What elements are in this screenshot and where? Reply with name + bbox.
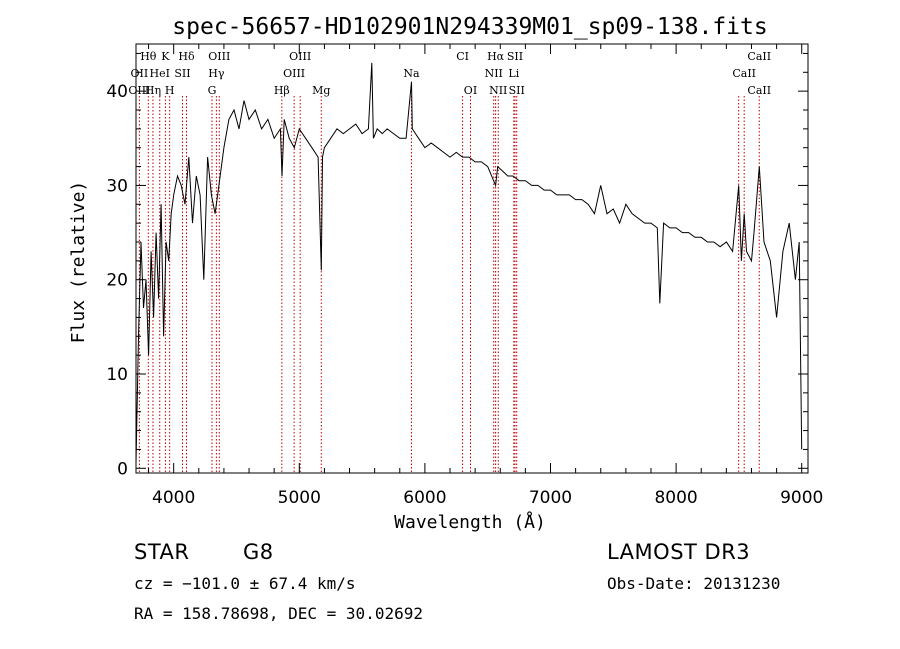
y-tick-label: 40 — [106, 82, 128, 102]
emission-line-label: Hβ — [274, 84, 290, 97]
emission-line-label: OII — [131, 67, 149, 80]
emission-line-label: K — [161, 50, 170, 63]
emission-line-label: CaII — [747, 84, 771, 97]
emission-line-label: OIII — [208, 50, 230, 63]
emission-line-label: CI — [456, 50, 469, 63]
x-axis-ticks: 4000 5000 6000 7000 8000 9000 — [148, 44, 823, 508]
object-class: STAR — [134, 540, 190, 564]
emission-line-label: Li — [508, 67, 519, 80]
x-tick-label: 5000 — [278, 488, 321, 508]
emission-line-label: CaII — [732, 67, 756, 80]
x-tick-label: 9000 — [780, 488, 823, 508]
y-tick-label: 30 — [106, 176, 128, 196]
x-tick-label: 6000 — [403, 488, 446, 508]
emission-line-label: CaII — [747, 50, 771, 63]
emission-line-label: SII — [507, 50, 523, 63]
emission-line-label: H — [165, 84, 175, 97]
emission-line-label: Hγ — [208, 67, 225, 80]
emission-line-label: NII — [489, 84, 507, 97]
redshift-velocity: cz = −101.0 ± 67.4 km/s — [134, 574, 356, 593]
x-tick-label: 4000 — [152, 488, 195, 508]
emission-line-label: OIII — [128, 84, 150, 97]
y-tick-label: 20 — [106, 271, 128, 291]
x-axis-label: Wavelength (Å) — [394, 511, 546, 533]
chart-title: spec-56657-HD102901N294339M01_sp09-138.f… — [172, 14, 767, 40]
spectral-subclass: G8 — [243, 540, 274, 564]
x-tick-label: 7000 — [529, 488, 572, 508]
emission-line-label: SII — [174, 67, 190, 80]
emission-line-label: OI — [464, 84, 477, 97]
emission-line-label: OIII — [283, 67, 305, 80]
emission-line-label: Hη — [145, 84, 161, 97]
emission-line-markers — [138, 96, 760, 473]
flux-series-line — [135, 62, 803, 464]
y-tick-label: 10 — [106, 365, 128, 385]
plot-frame — [135, 43, 809, 474]
emission-line-label: SII — [509, 84, 525, 97]
emission-line-label: OIII — [289, 50, 311, 63]
emission-line-label: NII — [485, 67, 503, 80]
coordinates: RA = 158.78698, DEC = 30.02692 — [134, 604, 423, 623]
y-axis-label: Flux (relative) — [68, 181, 89, 344]
emission-line-label: HeI — [150, 67, 170, 80]
survey-name: LAMOST DR3 — [607, 540, 751, 564]
emission-line-label: Mg — [312, 84, 330, 97]
emission-line-label: G — [208, 84, 217, 97]
emission-line-label: Hδ — [178, 50, 195, 63]
y-tick-label: 0 — [117, 459, 128, 479]
emission-line-label: Na — [403, 67, 420, 80]
emission-line-label: Hα — [487, 50, 505, 63]
x-tick-label: 8000 — [654, 488, 697, 508]
observation-date: Obs-Date: 20131230 — [607, 574, 781, 593]
emission-line-label: Hθ — [140, 50, 157, 63]
y-axis-ticks: 0 10 20 30 40 — [106, 52, 808, 479]
